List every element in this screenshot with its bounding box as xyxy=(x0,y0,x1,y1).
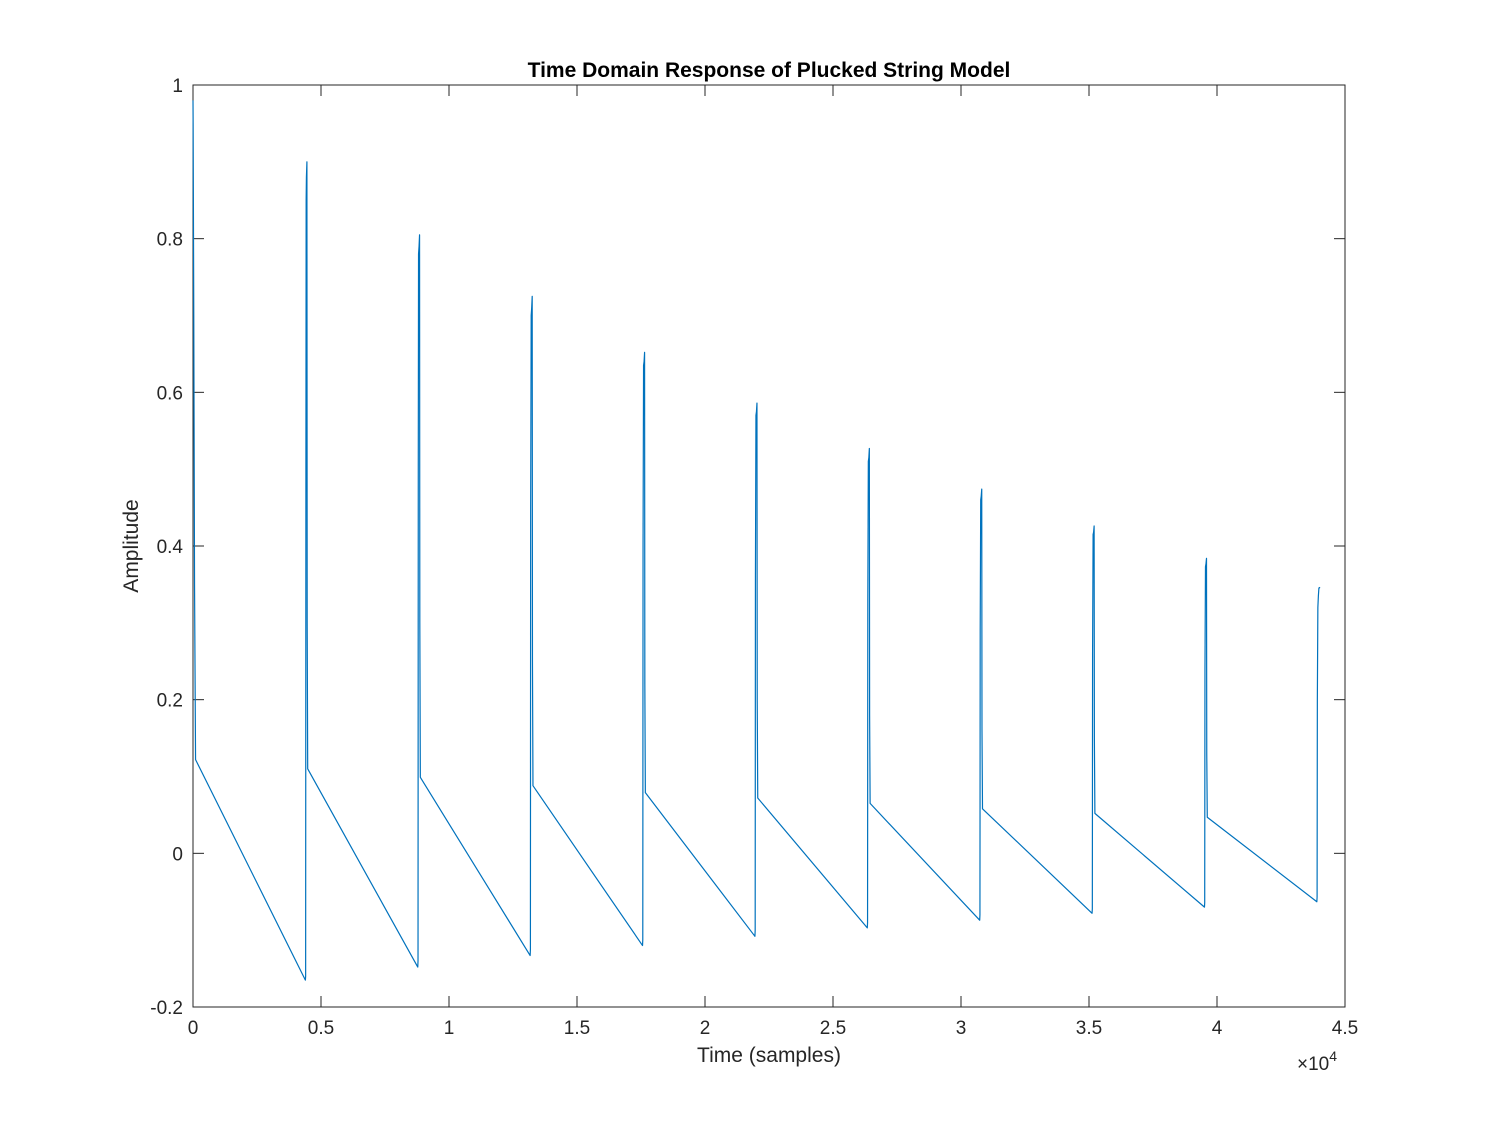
x-tick-label: 0 xyxy=(188,1018,199,1039)
x-exponent-power: 4 xyxy=(1329,1048,1337,1064)
x-axis-label: Time (samples) xyxy=(697,1044,841,1067)
y-tick-label: 0 xyxy=(172,844,183,865)
x-tick-label: 4.5 xyxy=(1332,1018,1358,1039)
y-tick-label: 0.8 xyxy=(157,230,183,251)
x-tick-label: 3 xyxy=(956,1018,967,1039)
x-exponent: ×104 xyxy=(1297,1048,1337,1075)
x-tick-labels: 0 0.5 1 1.5 2 2.5 3 3.5 4 4.5 xyxy=(188,1018,1359,1039)
y-tick-label: -0.2 xyxy=(150,998,183,1019)
y-tick-labels: -0.2 0 0.2 0.4 0.6 0.8 1 xyxy=(150,76,183,1019)
x-tick-label: 2.5 xyxy=(820,1018,846,1039)
series-line xyxy=(192,100,1321,981)
y-tick-label: 0.2 xyxy=(157,691,183,712)
y-tick-label: 0.4 xyxy=(157,537,184,558)
x-tick-label: 2 xyxy=(700,1018,711,1039)
x-tick-label: 1 xyxy=(444,1018,455,1039)
chart-title: Time Domain Response of Plucked String M… xyxy=(528,59,1011,82)
x-tick-label: 1.5 xyxy=(564,1018,590,1039)
y-tick-label: 0.6 xyxy=(157,383,183,404)
y-axis-label: Amplitude xyxy=(120,499,143,592)
x-tick-label: 0.5 xyxy=(308,1018,334,1039)
plot-area xyxy=(192,84,1346,1008)
y-tick-label: 1 xyxy=(172,76,183,97)
x-tick-label: 4 xyxy=(1212,1018,1223,1039)
axis-ticks xyxy=(192,84,1346,1008)
x-exponent-multiplier: × xyxy=(1297,1054,1308,1075)
x-tick-label: 3.5 xyxy=(1076,1018,1102,1039)
x-exponent-base: 10 xyxy=(1308,1054,1329,1075)
